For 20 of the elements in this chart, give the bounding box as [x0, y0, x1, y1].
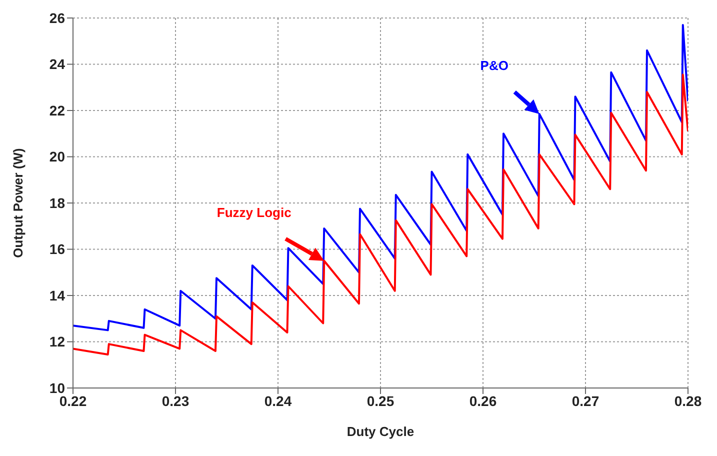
- y-tick-label: 12: [49, 334, 66, 350]
- text: P&O: [480, 58, 508, 73]
- x-tick-label: 0.23: [162, 392, 190, 409]
- x-tick-label: 0.28: [674, 392, 702, 409]
- line-series: [73, 24, 688, 332]
- line-series: [73, 74, 688, 356]
- x-tick-label: 0.24: [264, 392, 292, 409]
- x-tick-label: 0.27: [572, 392, 600, 409]
- x-tick-label: 0.26: [469, 392, 497, 409]
- y-axis-title: Output Power (W): [10, 148, 26, 258]
- y-tick-label: 24: [49, 56, 66, 72]
- y-tick-label: 14: [49, 287, 66, 304]
- x-axis-title: Duty Cycle: [346, 424, 414, 439]
- text: Fuzzy Logic: [216, 204, 292, 220]
- y-tick-label: 18: [49, 194, 66, 211]
- x-tick-label: 0.25: [366, 392, 394, 409]
- y-tick-label: 16: [49, 241, 66, 258]
- y-tick-label: 26: [49, 10, 66, 26]
- y-tick-label: 22: [49, 102, 66, 118]
- y-tick-label: 20: [49, 148, 66, 165]
